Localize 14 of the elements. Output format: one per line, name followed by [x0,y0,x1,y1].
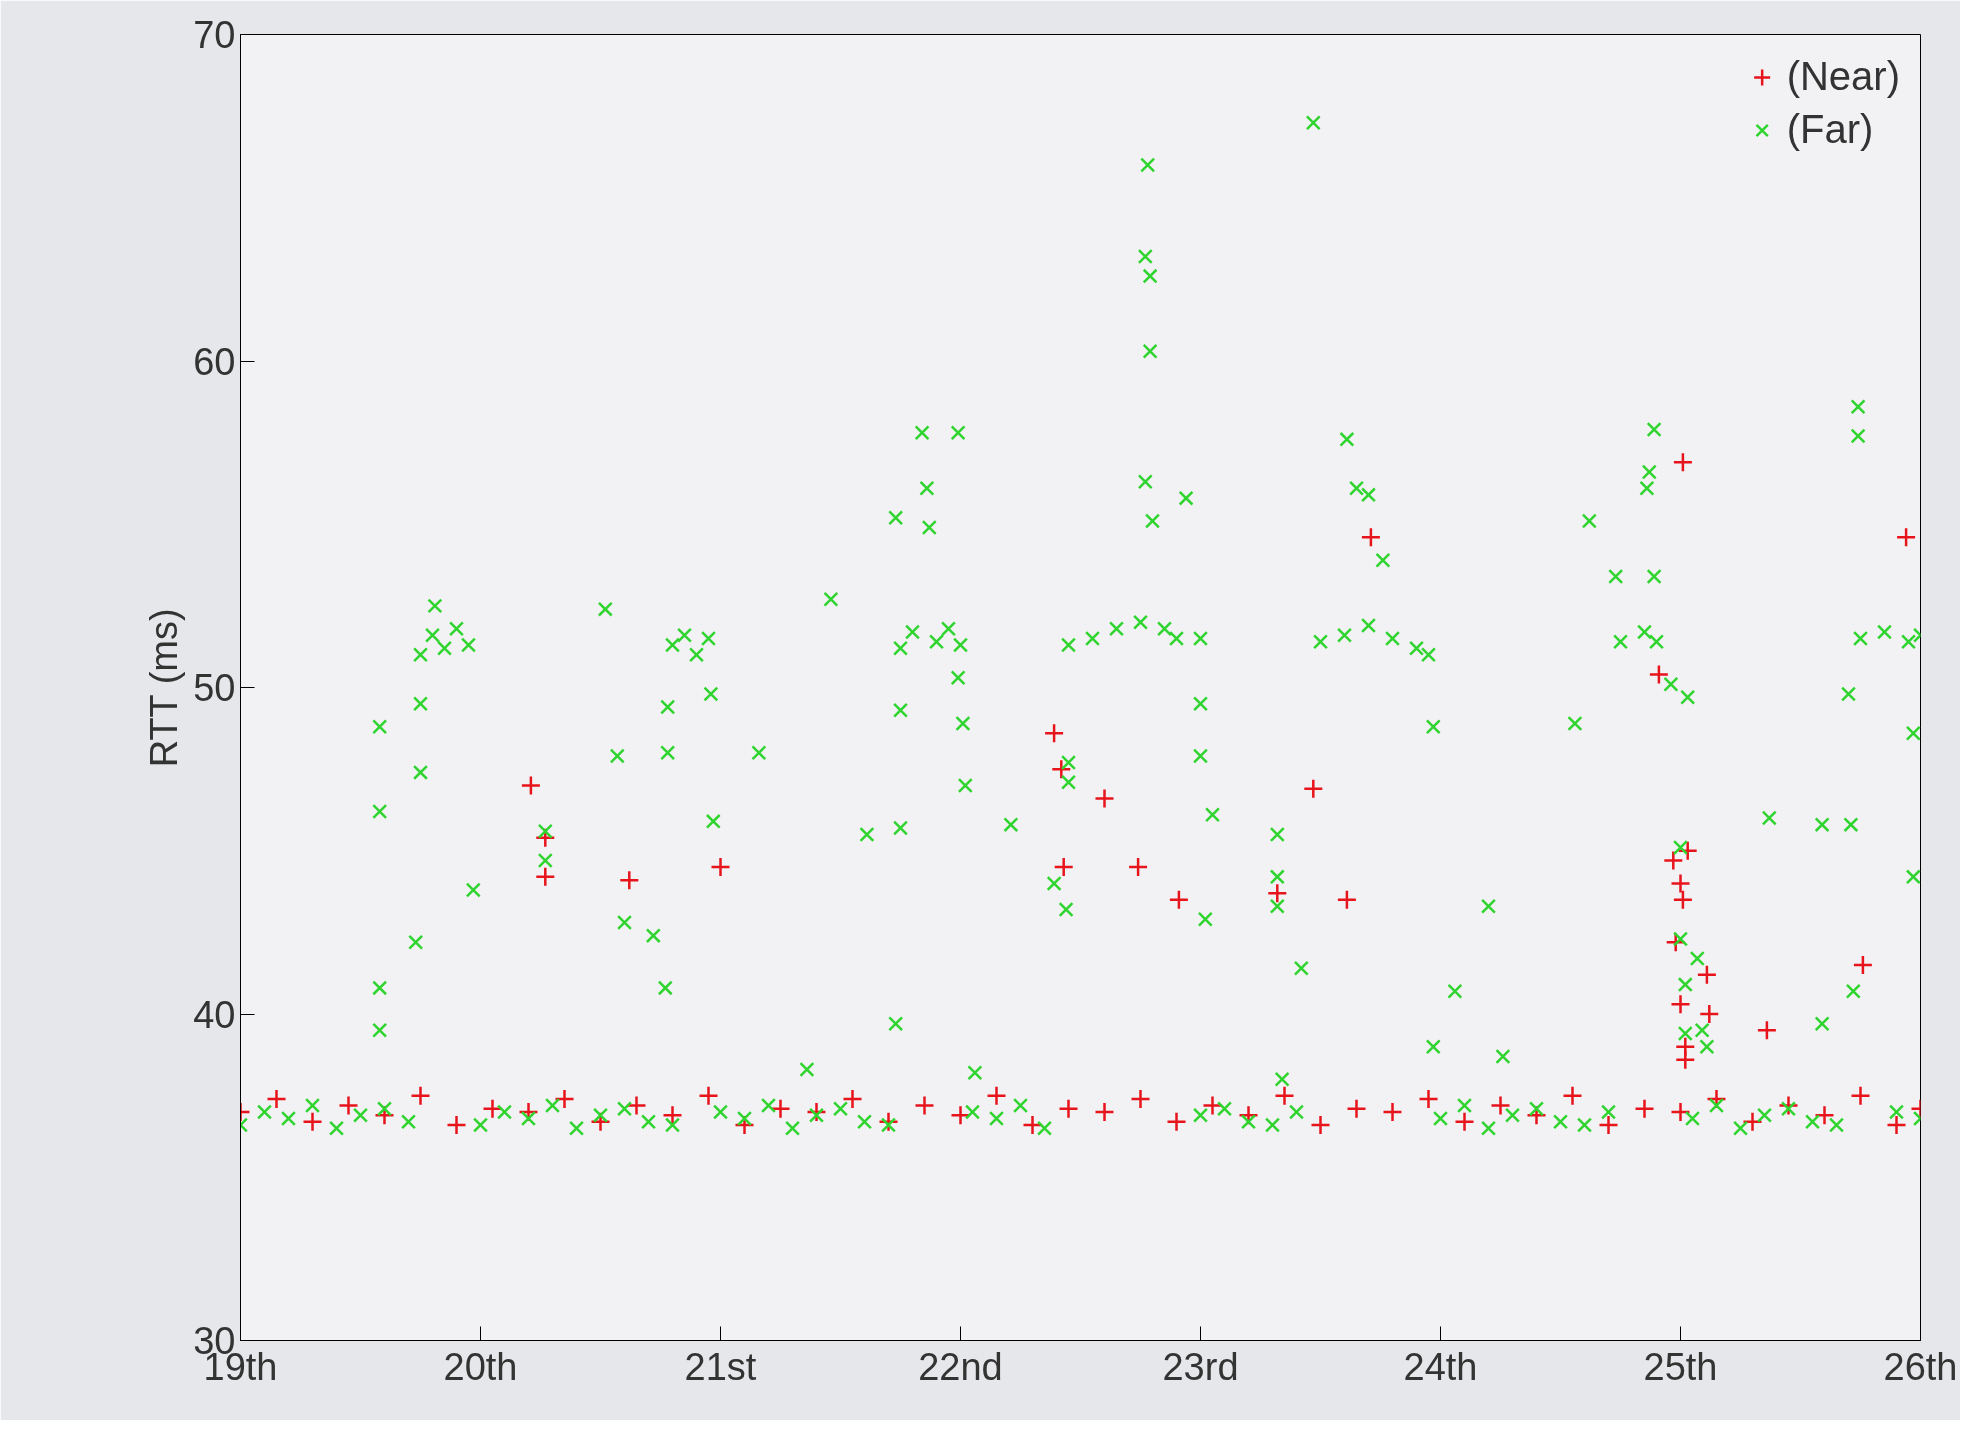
y-tick-label: 70 [193,14,236,56]
y-tick-label: 50 [193,667,236,709]
x-tick-label: 23rd [1162,1345,1239,1388]
x-tick-label: 25th [1643,1345,1718,1388]
y-tick-label: 60 [193,340,236,383]
x-tick-label: 20th [443,1345,518,1388]
x-tick-label: 24th [1403,1345,1478,1388]
y-tick-label: 40 [193,993,236,1036]
x-tick-label: 22nd [918,1345,1003,1388]
x-tick-label: 26th [1883,1345,1958,1388]
legend-label: (Near) [1786,54,1900,99]
y-axis-title: RTT (ms) [143,608,186,768]
legend-label: (Far) [1786,107,1874,152]
x-tick-label: 21st [684,1345,757,1388]
